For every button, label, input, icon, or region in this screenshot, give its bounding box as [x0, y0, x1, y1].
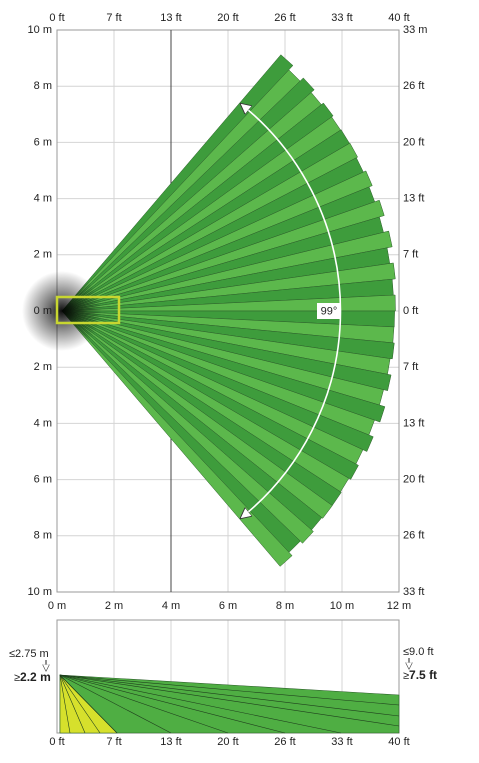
angle-label-bg	[317, 303, 341, 319]
side-zone	[59, 674, 400, 734]
y-left-label: 8 m	[34, 80, 52, 92]
side-x-label: 20 ft	[217, 736, 238, 748]
y-right-label: 33 ft	[403, 586, 424, 598]
y-left-label: 6 m	[34, 136, 52, 148]
core-shade	[22, 271, 102, 351]
y-left-label: 0 m	[34, 305, 52, 317]
x-top-label: 7 ft	[106, 12, 121, 24]
y-right-label: 13 ft	[403, 417, 424, 429]
x-bottom-label: 6 m	[219, 600, 237, 612]
side-ray	[59, 674, 229, 734]
x-bottom-label: 0 m	[48, 600, 66, 612]
side-ray	[59, 674, 86, 734]
y-left-label: 8 m	[34, 530, 52, 542]
side-x-label: 26 ft	[274, 736, 295, 748]
detector-box	[55, 295, 121, 325]
height-max: ≤2.75 m	[9, 648, 49, 660]
height-min-ft-prefix: ≥	[403, 670, 409, 682]
height-min-prefix: ≥	[14, 672, 20, 684]
x-bottom-label: 12 m	[387, 600, 411, 612]
height-max-ft: ≤9.0 ft	[403, 646, 434, 658]
x-top-label: 0 ft	[49, 12, 64, 24]
height-min-ft: ≥7.5 ft	[403, 668, 437, 682]
y-left-label: 4 m	[34, 417, 52, 429]
top-labels: 0 ft 0 m 7 ft 2 m 13 ft 4 m 20 ft 6 m 26 ft 8 m 33…	[28, 12, 428, 612]
x-top-label: 33 ft	[331, 12, 352, 24]
angle-label: 99°	[321, 305, 338, 317]
y-right-label: 0 ft	[403, 305, 418, 317]
x-bottom-label: 2 m	[105, 600, 123, 612]
x-top-label: 40 ft	[388, 12, 409, 24]
side-ray	[59, 674, 400, 706]
x-bottom-label: 10 m	[330, 600, 354, 612]
y-right-label: 26 ft	[403, 80, 424, 92]
side-ray	[59, 674, 101, 734]
side-ray	[59, 674, 71, 734]
y-right-label: 7 ft	[403, 361, 418, 373]
x-bottom-label: 8 m	[276, 600, 294, 612]
side-ray	[59, 674, 118, 734]
side-x-label: 7 ft	[106, 736, 121, 748]
y-right-label: 7 ft	[403, 249, 418, 261]
y-right-label: 33 m	[403, 24, 427, 36]
y-left-label: 2 m	[34, 249, 52, 261]
side-ray	[59, 674, 400, 727]
y-right-label: 20 ft	[403, 136, 424, 148]
side-ray	[59, 674, 172, 734]
side-ray	[59, 674, 286, 734]
side-x-label: 13 ft	[160, 736, 181, 748]
side-view: 0 ft 7 ft 13 ft 20 ft 26 ft 33 ft 40 ft	[49, 619, 410, 748]
y-left-label: 10 m	[28, 586, 52, 598]
x-top-label: 20 ft	[217, 12, 238, 24]
side-x-label: 33 ft	[331, 736, 352, 748]
side-x-label: 40 ft	[388, 736, 409, 748]
x-bottom-label: 4 m	[162, 600, 180, 612]
side-ray	[59, 674, 400, 717]
y-right-label: 20 ft	[403, 474, 424, 486]
y-right-label: 13 ft	[403, 193, 424, 205]
y-left-label: 2 m	[34, 361, 52, 373]
height-min-value: 2.2 m	[20, 670, 51, 684]
y-left-label: 6 m	[34, 474, 52, 486]
y-left-label: 4 m	[34, 193, 52, 205]
y-left-label: 10 m	[28, 24, 52, 36]
height-min-ft-value: 7.5 ft	[409, 668, 437, 682]
x-top-label: 13 ft	[160, 12, 181, 24]
height-min: ≥2.2 m	[14, 670, 51, 684]
zone-wedge	[61, 310, 293, 567]
x-top-label: 26 ft	[274, 12, 295, 24]
side-ray	[59, 674, 342, 734]
side-x-label: 0 ft	[49, 736, 64, 748]
y-right-label: 26 ft	[403, 530, 424, 542]
